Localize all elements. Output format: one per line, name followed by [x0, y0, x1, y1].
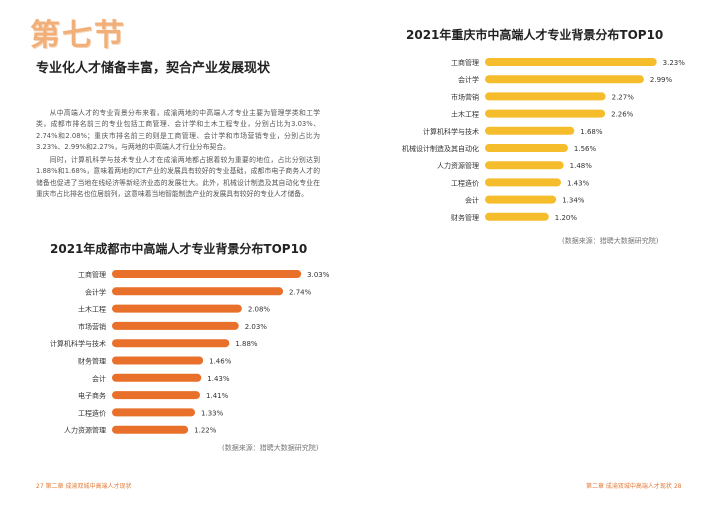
chongqing-value-label: 1.43% [567, 179, 590, 187]
chengdu-category-label: 人力资源管理 [64, 426, 106, 435]
chengdu-category-label: 会计学 [85, 287, 106, 296]
chengdu-bar [112, 287, 284, 296]
footer-left: 27 第二章 成渝双城中高端人才现状 [36, 483, 132, 490]
chengdu-category-label: 计算机科学与技术 [50, 339, 106, 348]
chongqing-bar [485, 126, 575, 135]
chengdu-category-label: 会计 [92, 374, 106, 383]
chongqing-category-label: 市场营销 [451, 92, 479, 101]
chengdu-category-label: 工程造价 [78, 408, 106, 417]
chengdu-category-label: 土木工程 [78, 305, 106, 314]
chengdu-bar [112, 270, 302, 278]
body-paragraph-2: 同时，计算机科学与技术专业人才在成渝两地都占据着较为重要的地位，占比分别达到1.… [36, 156, 320, 199]
chongqing-value-label: 1.20% [555, 214, 578, 222]
chongqing-bar [485, 195, 557, 204]
chengdu-bar [112, 408, 196, 417]
chengdu-category-label: 工商管理 [78, 270, 106, 279]
chongqing-category-label: 人力资源管理 [437, 161, 479, 170]
chongqing-bar [485, 212, 549, 221]
section-heading: 专业化人才储备丰富，契合产业发展现状 [36, 61, 271, 76]
chengdu-category-label: 财务管理 [78, 357, 106, 366]
chongqing-bar [485, 161, 564, 170]
chongqing-bar [485, 178, 561, 187]
chongqing-category-label: 财务管理 [451, 213, 479, 222]
chongqing-category-label: 工程造价 [451, 178, 479, 187]
chongqing-bar [485, 144, 568, 152]
chengdu-bar [112, 373, 202, 382]
chengdu-bar [112, 321, 239, 330]
chengdu-bar [112, 425, 189, 434]
chongqing-category-label: 土木工程 [451, 110, 479, 119]
chongqing-chart-source: (数据来源：猎聘大数据研究院) [562, 237, 659, 245]
chongqing-category-label: 工商管理 [451, 58, 479, 67]
chongqing-value-label: 1.68% [580, 128, 603, 136]
chongqing-bar [485, 109, 606, 118]
body-paragraph-1: 从中高端人才的专业背景分布来看，成渝两地的中高端人才专业主要为管理学类和工学类，… [36, 109, 320, 152]
chongqing-value-label: 1.48% [570, 162, 593, 170]
chengdu-value-label: 1.88% [235, 340, 258, 348]
chengdu-value-label: 1.33% [201, 409, 224, 417]
chengdu-value-label: 3.03% [307, 271, 330, 279]
chengdu-chart-title: 2021年成都市中高端人才专业背景分布TOP10 [50, 242, 308, 256]
chengdu-category-label: 市场营销 [78, 322, 106, 331]
chengdu-bar [112, 304, 242, 313]
chongqing-category-label: 会计学 [458, 75, 479, 84]
chongqing-chart-title: 2021年重庆市中高端人才专业背景分布TOP10 [406, 28, 664, 42]
chengdu-chart-source: (数据来源：猎聘大数据研究院) [222, 444, 319, 452]
chongqing-major-chart: 工商管理 3.23% 会计学 2.99% 市场营销 2.27% 土木工程 2.26% 计算机科学… [402, 58, 686, 222]
chapter-title: 第七节 [30, 18, 126, 53]
chengdu-value-label: 1.22% [194, 427, 217, 435]
chengdu-value-label: 1.41% [206, 392, 229, 400]
chongqing-value-label: 2.26% [611, 111, 634, 119]
chongqing-category-label: 计算机科学与技术 [423, 127, 479, 136]
chongqing-value-label: 3.23% [663, 59, 686, 67]
chongqing-value-label: 2.99% [650, 76, 673, 84]
chongqing-value-label: 1.34% [562, 197, 585, 205]
chengdu-major-chart: 工商管理 3.03% 会计学 2.74% 土木工程 2.08% 市场营销 2.03% 计算机科学… [50, 270, 330, 435]
chengdu-bar [112, 391, 201, 400]
chengdu-bar [112, 339, 230, 348]
chongqing-category-label: 会计 [465, 196, 479, 205]
footer-right: 第二章 成渝双城中高端人才现状 28 [586, 483, 682, 490]
chongqing-category-label: 机械设计制造及其自动化 [402, 144, 479, 153]
chengdu-value-label: 1.46% [209, 358, 232, 366]
chengdu-bar [112, 356, 204, 365]
chengdu-value-label: 2.08% [248, 306, 271, 314]
chengdu-value-label: 2.03% [245, 323, 268, 331]
chongqing-value-label: 1.56% [574, 145, 597, 153]
chengdu-category-label: 电子商务 [78, 391, 106, 400]
chongqing-bar [485, 58, 657, 66]
chengdu-value-label: 2.74% [289, 288, 312, 296]
chongqing-bar [485, 92, 606, 101]
chongqing-bar [485, 75, 644, 84]
chengdu-value-label: 1.43% [207, 375, 230, 383]
chongqing-value-label: 2.27% [612, 93, 635, 101]
